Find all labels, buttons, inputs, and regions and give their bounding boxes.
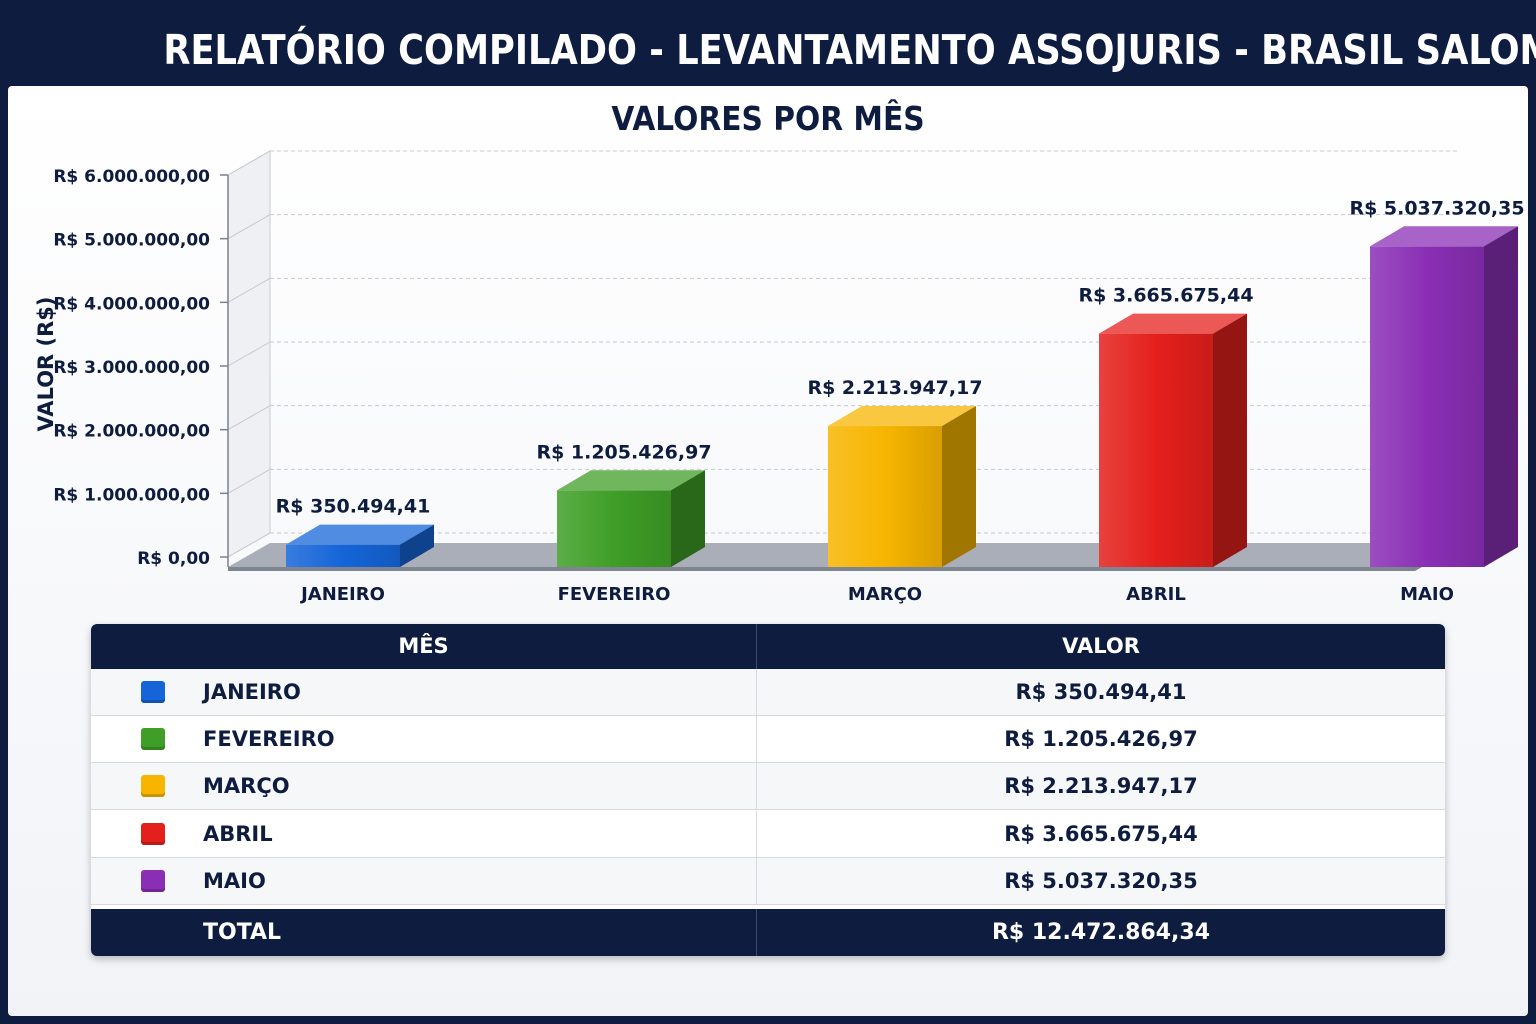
color-swatch xyxy=(141,775,165,798)
row-value: R$ 1.205.426,97 xyxy=(1004,727,1198,752)
table-body: JANEIRO R$ 350.494,41 FEVEREIRO R$ 1.205.42… xyxy=(91,669,1445,909)
color-swatch xyxy=(141,869,165,892)
chart-title: VALORES POR MÊS xyxy=(611,98,924,138)
grid-diagonal xyxy=(227,214,271,240)
grid-diagonal xyxy=(227,341,271,367)
table-row: ABRIL R$ 3.665.675,44 xyxy=(91,810,1445,858)
row-value: R$ 350.494,41 xyxy=(1015,680,1187,704)
bar-front xyxy=(1370,246,1484,568)
bar-front xyxy=(286,544,400,567)
column-divider xyxy=(756,716,757,764)
color-swatch xyxy=(141,822,165,845)
data-label: R$ 1.205.426,97 xyxy=(536,441,711,463)
column-divider xyxy=(756,909,757,956)
table-row: JANEIRO R$ 350.494,41 xyxy=(91,669,1445,716)
y-tick-label: R$ 5.000.000,00 xyxy=(53,231,210,251)
table-header: MÊS VALOR xyxy=(91,624,1445,669)
table-row: MAIO R$ 5.037.320,35 xyxy=(91,857,1445,905)
row-month: JANEIRO xyxy=(203,680,301,704)
chart-bars: R$ 350.494,41 R$ 1.205.426,97 R$ 2.213.947… xyxy=(276,197,1525,568)
x-tick-label: MARÇO xyxy=(848,584,922,605)
header-month: MÊS xyxy=(91,624,757,669)
bar-side xyxy=(1484,226,1518,568)
grid-diagonal xyxy=(227,277,271,303)
row-month: FEVEREIRO xyxy=(203,727,335,752)
total-value: R$ 12.472.864,34 xyxy=(991,920,1211,945)
bar-top xyxy=(557,470,705,491)
row-value: R$ 3.665.675,44 xyxy=(1004,821,1198,846)
data-label: R$ 2.213.947,17 xyxy=(807,377,982,399)
grid-diagonal xyxy=(227,468,271,494)
bar-top xyxy=(286,524,434,545)
data-label: R$ 3.665.675,44 xyxy=(1078,285,1253,307)
y-axis: R$ 0,00 R$ 1.000.000,00 R$ 2.000.000,00 R$ … xyxy=(53,167,229,569)
row-month: MAIO xyxy=(203,868,266,893)
row-month: MARÇO xyxy=(203,774,290,799)
bar-front xyxy=(557,490,671,567)
x-tick-label: FEVEREIRO xyxy=(558,584,671,605)
y-tick-label: R$ 6.000.000,00 xyxy=(53,167,210,187)
bar-top xyxy=(828,406,976,427)
bar-front xyxy=(1099,333,1213,567)
y-tick-label: R$ 3.000.000,00 xyxy=(53,358,210,378)
total-label: TOTAL xyxy=(203,920,282,945)
data-label: R$ 5.037.320,35 xyxy=(1349,197,1524,219)
color-swatch xyxy=(141,728,165,751)
bar-side xyxy=(400,524,434,567)
values-table: MÊS VALOR JANEIRO R$ 350.494,41 FEVEREIRO R… xyxy=(91,624,1445,956)
bar-side xyxy=(1213,313,1247,567)
bar-maio: R$ 5.037.320,35 xyxy=(1349,197,1525,568)
row-value: R$ 2.213.947,17 xyxy=(1004,774,1198,799)
table-row: FEVEREIRO R$ 1.205.426,97 xyxy=(91,716,1445,764)
row-value: R$ 5.037.320,35 xyxy=(1004,868,1198,893)
column-divider xyxy=(756,763,757,811)
data-label: R$ 350.494,41 xyxy=(276,496,431,518)
bar-side xyxy=(671,470,705,567)
column-divider xyxy=(756,810,757,858)
report-title: RELATÓRIO COMPILADO - LEVANTAMENTO ASSOJ… xyxy=(163,26,1536,74)
y-axis-label: VALOR (R$) xyxy=(34,296,58,431)
bar-front xyxy=(828,426,942,567)
x-tick-label: ABRIL xyxy=(1126,584,1186,605)
bar-abril: R$ 3.665.675,44 xyxy=(1078,285,1254,567)
bar-março: R$ 2.213.947,17 xyxy=(807,377,983,567)
column-divider xyxy=(756,669,757,716)
table-total-row: TOTAL R$ 12.472.864,34 xyxy=(91,909,1445,956)
chart-grid xyxy=(227,150,1457,558)
bar-top xyxy=(1370,226,1518,247)
bar-fevereiro: R$ 1.205.426,97 xyxy=(536,441,712,567)
y-tick-label: R$ 2.000.000,00 xyxy=(53,422,210,442)
bar-chart: VALORES POR MÊS VALOR (R$) R$ 0,00 R$ 1.0… xyxy=(34,98,1525,605)
grid-diagonal xyxy=(227,150,271,176)
column-divider xyxy=(756,857,757,905)
x-tick-label: JANEIRO xyxy=(299,584,385,605)
bar-janeiro: R$ 350.494,41 xyxy=(276,496,434,567)
y-tick-label: R$ 0,00 xyxy=(137,549,210,569)
row-month: ABRIL xyxy=(203,821,273,846)
bar-side xyxy=(942,406,976,567)
floor-edge xyxy=(228,543,1457,571)
bar-top xyxy=(1099,313,1247,334)
y-tick-label: R$ 1.000.000,00 xyxy=(53,485,210,505)
grid-diagonal xyxy=(227,405,271,431)
bar-chart-svg: VALORES POR MÊS VALOR (R$) R$ 0,00 R$ 1.0… xyxy=(34,98,1525,605)
table-row: MARÇO R$ 2.213.947,17 xyxy=(91,763,1445,811)
x-axis-labels: JANEIRO FEVEREIRO MARÇO ABRIL MAIO xyxy=(299,584,1454,605)
header-value: VALOR xyxy=(1062,634,1140,658)
grid-diagonal xyxy=(227,532,271,558)
color-swatch xyxy=(141,681,165,703)
x-tick-label: MAIO xyxy=(1400,584,1454,605)
y-tick-label: R$ 4.000.000,00 xyxy=(53,294,210,314)
